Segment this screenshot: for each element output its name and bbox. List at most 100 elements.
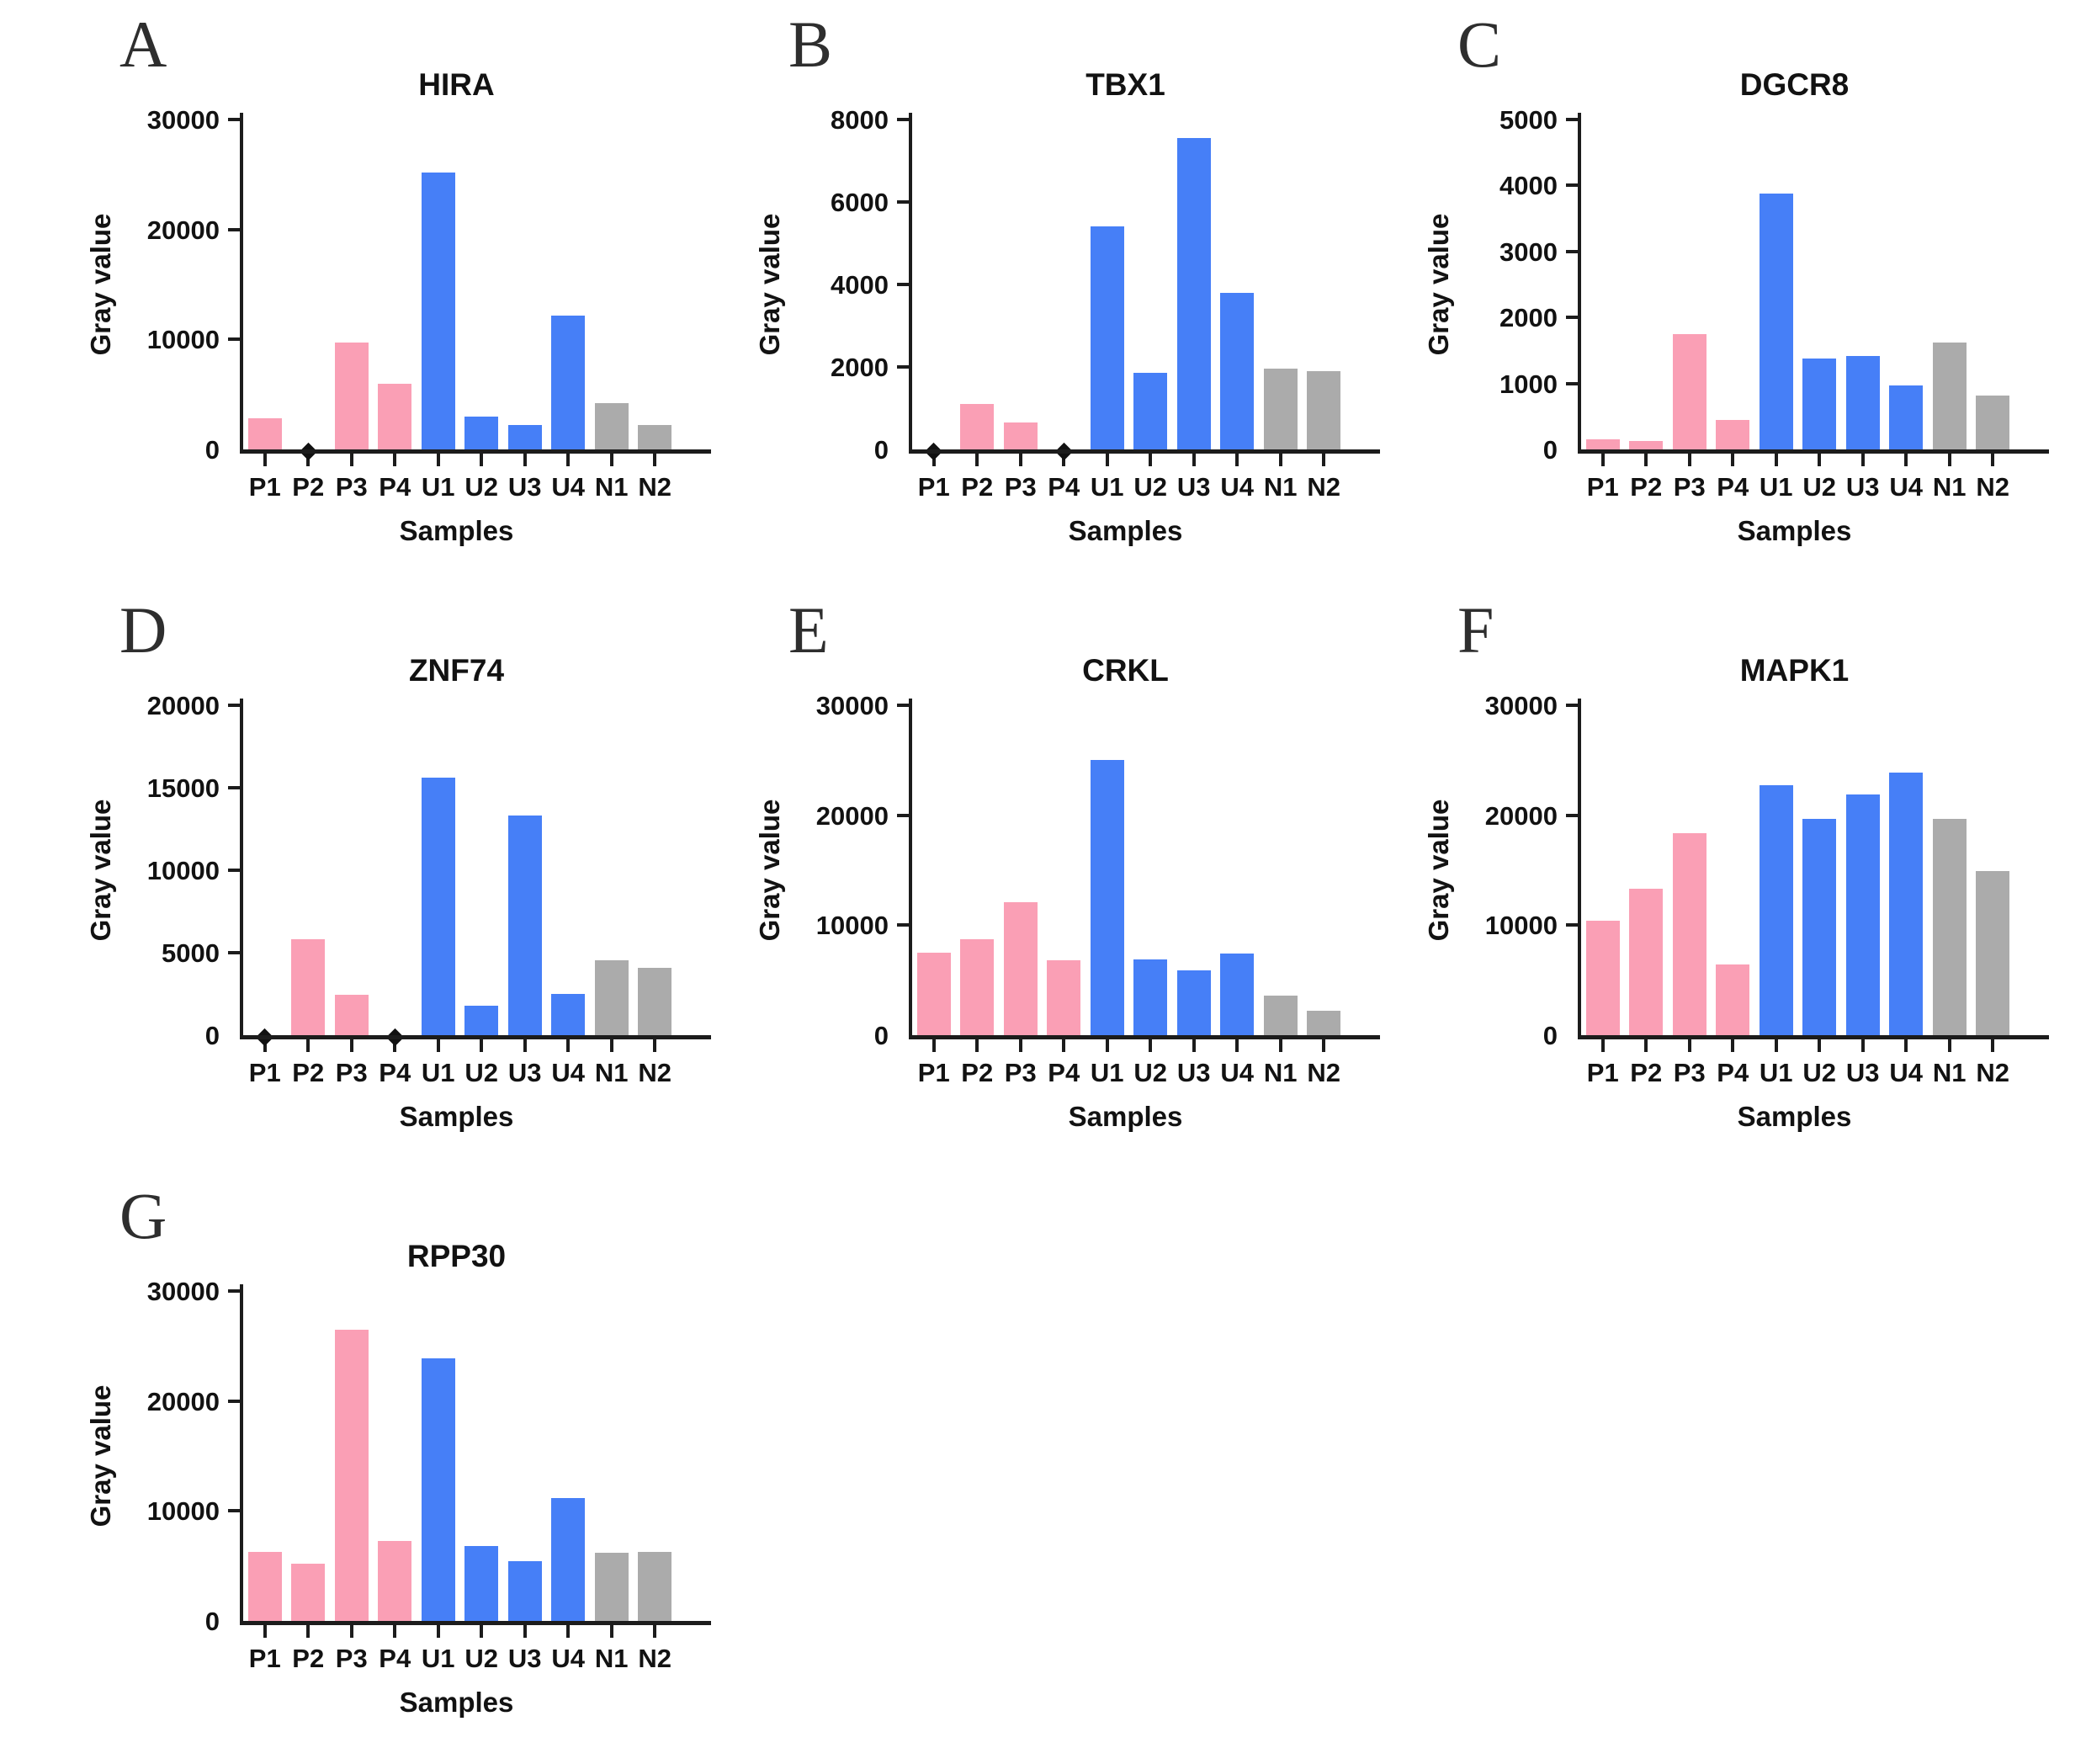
x-axis-line — [240, 1621, 711, 1625]
y-axis-line — [240, 699, 243, 1039]
x-tick-label: U3 — [1176, 472, 1211, 502]
x-tick — [1860, 1039, 1865, 1052]
y-tick-label: 6000 — [831, 188, 889, 217]
x-axis-label: Samples — [1068, 1101, 1183, 1132]
x-tick-label: N2 — [638, 472, 672, 502]
bar-p4 — [1047, 960, 1081, 1035]
y-tick — [897, 704, 909, 707]
y-tick — [1566, 183, 1578, 188]
y-tick — [228, 1399, 240, 1403]
x-tick — [1062, 1039, 1066, 1052]
bar-n2 — [1307, 370, 1341, 449]
x-tick — [1018, 454, 1022, 466]
y-tick-label: 2000 — [831, 353, 889, 382]
x-tick-label: P3 — [1673, 1058, 1706, 1087]
bar-p2 — [1629, 440, 1664, 449]
bar-u1 — [1759, 193, 1793, 449]
y-tick-label: 20000 — [146, 691, 220, 720]
bar-p4 — [378, 383, 412, 449]
x-tick — [523, 1625, 527, 1638]
bar-u2 — [464, 1005, 499, 1035]
bar-p1 — [247, 418, 282, 449]
y-tick — [897, 813, 909, 817]
x-tick-label: N1 — [594, 1644, 629, 1673]
x-tick-label: P3 — [335, 1644, 368, 1673]
bar-n1 — [594, 959, 629, 1035]
y-tick — [228, 869, 240, 872]
bar-n1 — [1263, 369, 1298, 449]
y-tick-label: 0 — [873, 435, 889, 465]
y-tick — [228, 118, 240, 121]
x-tick-label: U2 — [1133, 472, 1168, 502]
x-tick — [566, 1039, 571, 1052]
bar-n1 — [594, 403, 629, 449]
bar-p1 — [247, 1551, 282, 1621]
x-tick-label: P2 — [292, 1644, 325, 1673]
chart-title: HIRA — [418, 67, 495, 102]
x-tick-label: P4 — [1717, 1058, 1749, 1087]
y-tick-label: 15000 — [146, 773, 220, 803]
y-tick-label: 20000 — [815, 800, 889, 831]
x-axis-line — [909, 1035, 1380, 1039]
x-tick — [1644, 454, 1648, 466]
x-tick — [1774, 1039, 1778, 1052]
x-tick — [1235, 1039, 1239, 1052]
bar-u3 — [507, 425, 542, 449]
y-tick — [228, 227, 240, 231]
chart-panel-b: B TBX1 Gray value 0 2000 4000 6000 8000 P1 P2 P3 P4… — [728, 12, 1397, 592]
x-tick — [349, 1625, 353, 1638]
x-tick-label: P4 — [379, 1058, 411, 1087]
x-tick-label: N1 — [594, 472, 629, 502]
bar-u4 — [1220, 292, 1255, 449]
y-tick — [1566, 316, 1578, 320]
x-tick-label: U3 — [1845, 1058, 1880, 1087]
x-tick-label: P3 — [1673, 472, 1706, 502]
x-tick — [1600, 1039, 1605, 1052]
y-axis-label: Gray value — [85, 1384, 116, 1528]
y-tick — [897, 923, 909, 927]
x-tick-label: N2 — [1976, 472, 2010, 502]
x-tick-label: U3 — [1176, 1058, 1211, 1087]
y-tick-label: 30000 — [815, 691, 889, 720]
x-tick-label: N2 — [638, 1644, 672, 1673]
x-tick-label: U3 — [1845, 472, 1880, 502]
x-tick-label: N1 — [1932, 472, 1967, 502]
x-tick — [1731, 454, 1735, 466]
x-tick — [1644, 1039, 1648, 1052]
x-axis-label: Samples — [399, 1687, 514, 1718]
bar-n2 — [1976, 871, 2010, 1035]
y-tick — [897, 283, 909, 286]
bar-u4 — [551, 1497, 586, 1621]
x-axis-line — [1578, 449, 2049, 454]
x-axis-line — [240, 449, 711, 454]
x-tick — [566, 454, 571, 466]
y-axis-line — [1578, 113, 1581, 454]
chart-panel-g: G RPP30 Gray value 0 10000 20000 30000 P1 P2 P3 P4… — [59, 1183, 728, 1764]
x-axis-label: Samples — [1068, 515, 1183, 546]
x-tick-label: P2 — [961, 472, 994, 502]
x-tick — [1947, 454, 1951, 466]
bar-u3 — [1845, 355, 1880, 449]
y-tick — [1566, 704, 1578, 707]
bar-p1 — [1585, 439, 1620, 449]
x-tick-label: U4 — [1220, 472, 1255, 502]
x-tick-label: P4 — [1048, 1058, 1080, 1087]
y-axis-line — [1578, 699, 1581, 1039]
x-axis-line — [909, 449, 1380, 454]
bar-u2 — [464, 1546, 499, 1621]
bar-u1 — [421, 172, 455, 449]
bar-n1 — [1263, 995, 1298, 1035]
x-tick — [480, 454, 484, 466]
x-tick — [523, 1039, 527, 1052]
x-tick-label: U2 — [1802, 472, 1837, 502]
bar-u1 — [1090, 226, 1124, 449]
chart-panel-d: D ZNF74 Gray value 0 5000 10000 15000 20000 P1 P2… — [59, 598, 728, 1178]
bar-u2 — [1802, 358, 1837, 449]
x-tick-label: P3 — [335, 1058, 368, 1087]
y-tick-label: 3000 — [1499, 236, 1558, 267]
chart-title: MAPK1 — [1739, 653, 1850, 688]
bar-u3 — [1176, 138, 1211, 449]
x-tick — [436, 454, 440, 466]
bar-p1 — [1585, 921, 1620, 1035]
x-tick-label: U4 — [1889, 472, 1924, 502]
